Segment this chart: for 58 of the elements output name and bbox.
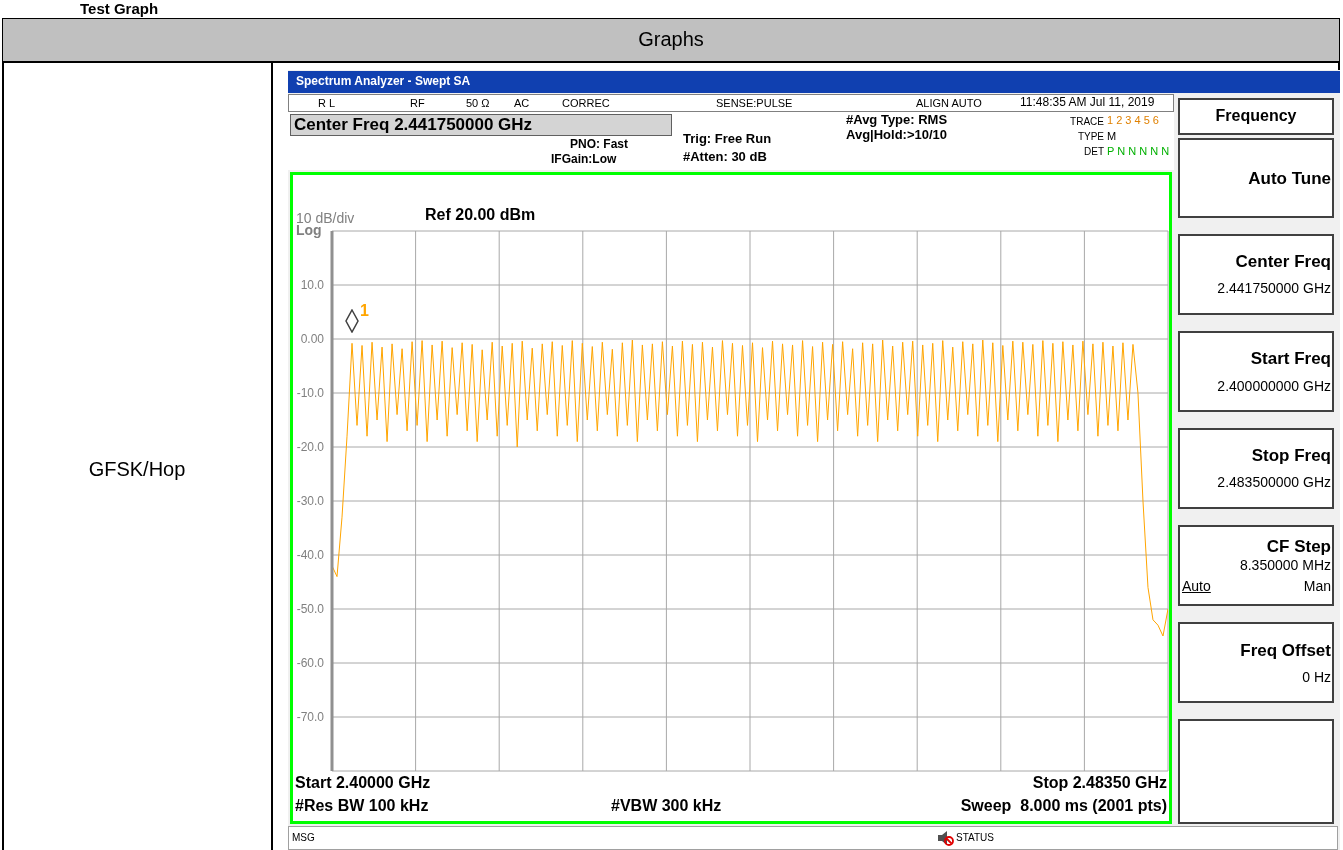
text: MSG: [292, 832, 315, 844]
text: CF Step: [1266, 537, 1331, 557]
y-tick-label: 10.0: [300, 278, 325, 293]
text: Center Freq 2.441750000 GHz: [294, 115, 533, 135]
text: TYPE: [1077, 131, 1104, 143]
text: #VBW 300 kHz: [611, 797, 722, 816]
y-tick-label: -10.0: [296, 386, 325, 401]
text: Man: [1303, 578, 1331, 595]
text: GFSK/Hop: [87, 458, 187, 481]
text: Auto Tune: [1248, 169, 1331, 189]
text: P N N N N N: [1107, 145, 1170, 158]
text: Avg|Hold:>10/10: [846, 127, 948, 143]
text: Spectrum Analyzer - Swept SA: [296, 74, 471, 89]
annotation: 1: [360, 302, 369, 321]
text: Stop 2.48350 GHz: [1032, 774, 1167, 793]
text: CORREC: [562, 97, 610, 110]
text: Start 2.40000 GHz: [295, 774, 431, 793]
text: Start Freq: [1250, 349, 1331, 369]
text: 50 Ω: [466, 97, 490, 110]
text: AC: [514, 97, 530, 110]
text: RF: [410, 97, 425, 110]
y-tick-label: -30.0: [296, 494, 325, 509]
text: M: [1107, 130, 1117, 143]
text: 2.441750000 GHz: [1217, 280, 1331, 297]
text: R L: [318, 97, 336, 110]
text: Sweep 8.000 ms (2001 pts): [960, 797, 1167, 816]
text: Frequency: [1214, 107, 1298, 126]
text: #Atten: 30 dB: [683, 149, 767, 165]
line-series: [332, 339, 1168, 637]
text: 11:48:35 AM Jul 11, 2019: [1020, 95, 1155, 110]
text: STATUS: [956, 832, 994, 844]
text: #Res BW 100 kHz: [295, 797, 429, 816]
text: Center Freq: [1235, 252, 1331, 272]
text: 2.400000000 GHz: [1217, 378, 1331, 395]
text: Auto: [1182, 578, 1211, 595]
text: 0 Hz: [1302, 669, 1331, 686]
text: PNO: Fast: [570, 137, 629, 152]
text: 1 2 3 4 5 6: [1107, 114, 1159, 127]
y-tick-label: -70.0: [296, 710, 325, 725]
text: 2.483500000 GHz: [1217, 474, 1331, 491]
text: Freq Offset: [1240, 641, 1331, 661]
y-tick-label: -40.0: [296, 548, 325, 563]
text: Ref 20.00 dBm: [425, 206, 536, 225]
y-tick-label: 0.00: [300, 332, 325, 347]
text: Stop Freq: [1251, 446, 1331, 466]
text: Graphs: [637, 28, 705, 51]
text: SENSE:PULSE: [716, 97, 793, 110]
y-tick-label: -50.0: [296, 602, 325, 617]
text: TRACE: [1070, 116, 1104, 128]
text: DET: [1084, 146, 1104, 158]
text: #Avg Type: RMS: [846, 112, 948, 128]
text: Trig: Free Run: [683, 131, 772, 147]
y-tick-label: -20.0: [296, 440, 325, 455]
y-tick-label: -60.0: [296, 656, 325, 671]
text: 8.350000 MHz: [1239, 557, 1331, 574]
text: IFGain:Low: [551, 152, 617, 167]
text: ALIGN AUTO: [916, 97, 982, 110]
text: Test Graph: [80, 0, 159, 18]
